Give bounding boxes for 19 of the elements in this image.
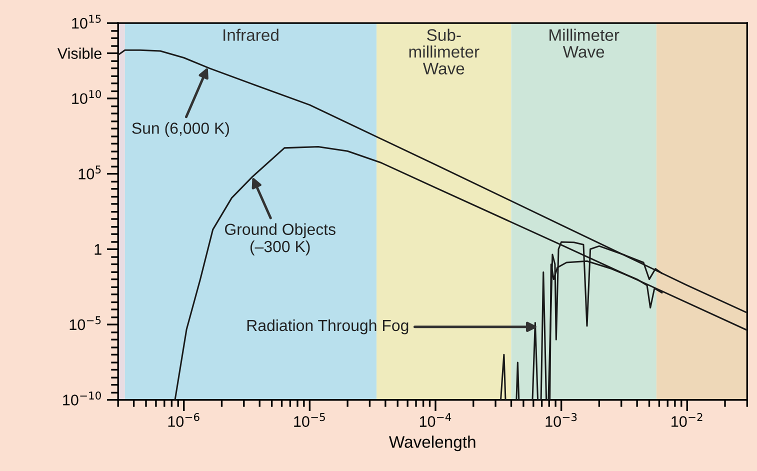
x-tick-label: 10$^{−3}$ <box>546 413 577 427</box>
annotation: Sun (6,000 K) <box>132 122 229 138</box>
y-tick-label: 10$^{5}$ <box>78 166 101 180</box>
x-tick-label: 10$^{−5}$ <box>294 413 325 427</box>
y-tick-label: Visible <box>57 48 102 59</box>
y-tick-label: 10$^{10}$ <box>72 90 101 104</box>
x-tick-label: 10$^{−4}$ <box>420 413 452 427</box>
y-tick-label: 10$^{−10}$ <box>63 392 101 406</box>
x-axis-title: Wavelength <box>389 436 476 452</box>
annotation: Ground Objects (–300 K) <box>224 223 336 256</box>
band-label: Sub- millimeter Wave <box>409 28 480 74</box>
y-tick-label: 10$^{15}$ <box>72 14 101 29</box>
annotation: Radiation Through Fog <box>247 319 408 334</box>
y-tick-label: 10$^{−5}$ <box>70 316 101 330</box>
band-label: Infrared <box>224 28 278 41</box>
y-tick-label: 1 <box>94 244 102 255</box>
band-label: Millimeter Wave <box>550 28 620 58</box>
x-tick-label: 10$^{−2}$ <box>672 413 702 427</box>
x-tick-label: 10$^{−6}$ <box>168 413 200 427</box>
